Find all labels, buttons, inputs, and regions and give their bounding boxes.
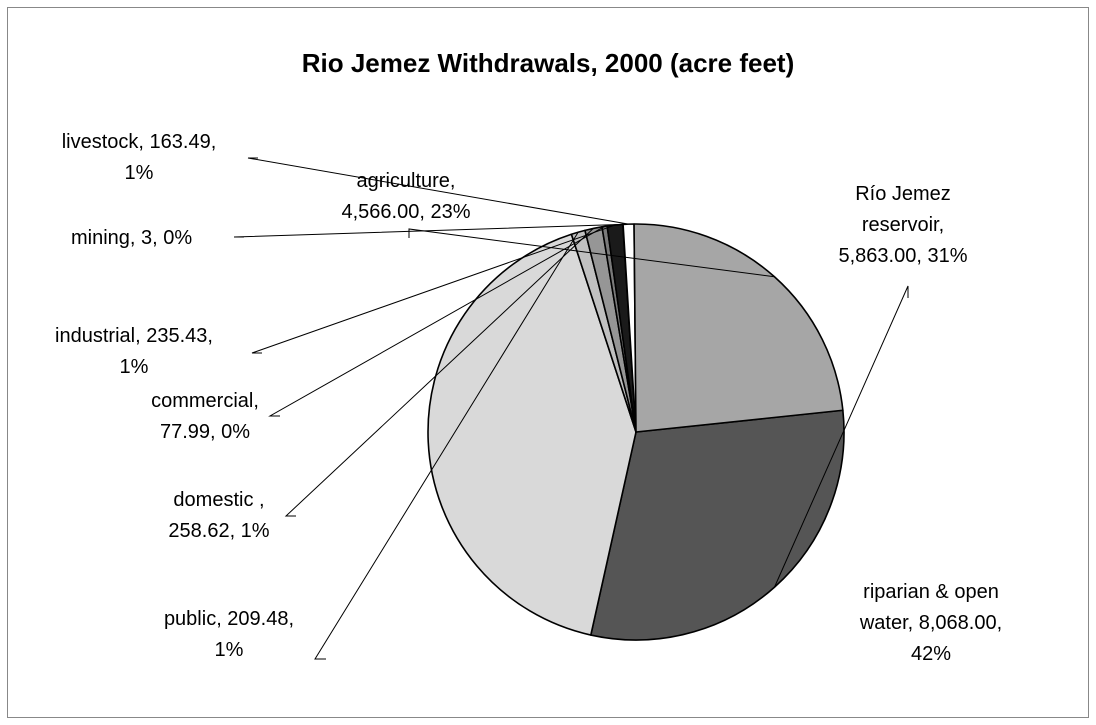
- data-label-r-o-jemez-reservoir: Río Jemez reservoir, 5,863.00, 31%: [839, 183, 968, 267]
- leader-line-domestic: [284, 228, 594, 517]
- data-label-agriculture: agriculture, 4,566.00, 23%: [342, 170, 471, 223]
- data-label-commercial: commercial, 77.99, 0%: [151, 390, 259, 443]
- leader-line-mining: [233, 223, 623, 238]
- leader-line-industrial: [251, 224, 616, 354]
- data-label-industrial: industrial, 235.43, 1%: [55, 325, 213, 378]
- chart-area: Rio Jemez Withdrawals, 2000 (acre feet) …: [7, 7, 1089, 718]
- data-label-riparian-open-water: riparian & open water, 8,068.00, 42%: [859, 581, 1002, 665]
- data-label-domestic: domestic , 258.62, 1%: [168, 489, 269, 542]
- chart-title: Rio Jemez Withdrawals, 2000 (acre feet): [301, 48, 795, 78]
- leader-line-commercial: [268, 225, 605, 417]
- data-label-public: public, 209.48, 1%: [164, 608, 294, 661]
- pie-slice-agriculture: [633, 223, 844, 433]
- pie-chart: Río Jemez reservoir, 5,863.00, 31% riparian…: [55, 131, 1002, 665]
- data-label-livestock: livestock, 163.49, 1%: [62, 131, 217, 184]
- data-label-mining: mining, 3, 0%: [71, 227, 192, 249]
- leader-line-public: [314, 231, 579, 660]
- leader-line-agriculture: [408, 228, 775, 278]
- leader-line-r-o-jemez-reservoir: [773, 285, 909, 588]
- leader-line-livestock: [247, 157, 629, 225]
